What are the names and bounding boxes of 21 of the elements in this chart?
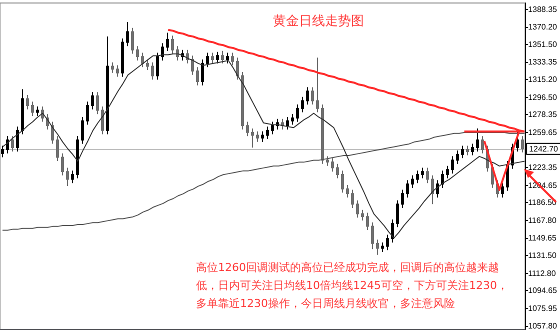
y-tick-label: 1167.80 [528, 216, 557, 226]
y-tick-label: 1370.20 [528, 22, 558, 32]
y-tick-label: 1315.20 [528, 74, 558, 84]
y-tick-label: 1094.65 [528, 286, 558, 296]
y-tick-label: 1388.35 [528, 4, 558, 14]
y-tick-label: 1278.35 [528, 110, 558, 120]
y-tick-label: 1223.35 [528, 162, 558, 172]
y-tick-label: 1149.65 [528, 234, 557, 243]
annotation: 高位1260回调测试的高位已经成功完成，回调后的高位越来越 [196, 261, 499, 274]
y-tick-label: 1075.95 [528, 304, 558, 314]
y-tick-label: 1259.65 [528, 128, 558, 138]
y-tick-label: 1057.80 [528, 322, 558, 330]
ref-line-label: 1242.70 [529, 144, 559, 154]
annotation: 低，日内可关注日均线10倍均线1245可空，下方可关注1230， [196, 279, 508, 292]
y-tick-label: 1131.50 [528, 250, 557, 260]
text: 黄金日线走势图 [273, 14, 364, 29]
y-tick-label: 1296.50 [528, 92, 558, 102]
y-tick-label: 1112.80 [528, 268, 556, 278]
annotation: 多单靠近1230操作，今日周线月线收官，多注意风险 [196, 297, 455, 310]
y-tick-label: 1333.35 [528, 58, 558, 67]
y-tick-label: 1351.50 [528, 40, 558, 50]
